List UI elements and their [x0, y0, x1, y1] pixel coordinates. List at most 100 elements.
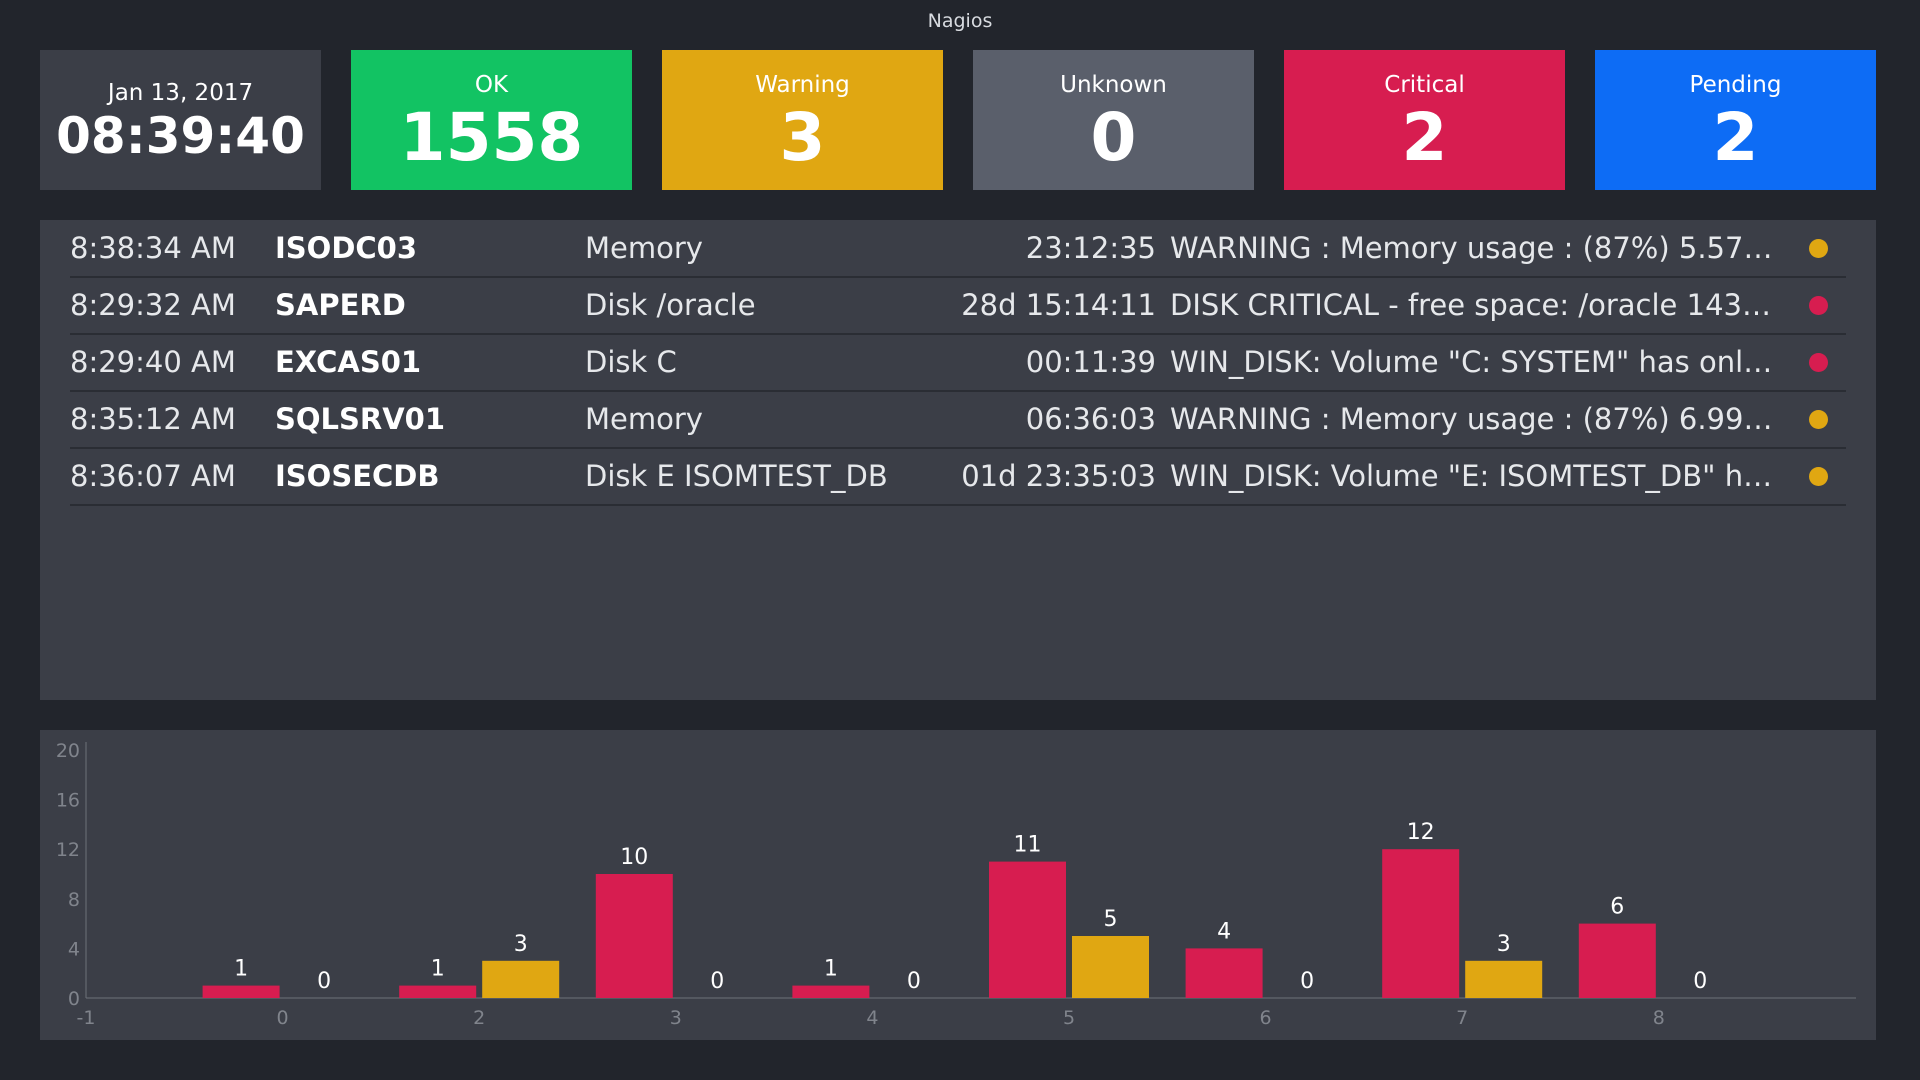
bar — [1578, 923, 1656, 998]
status-tile-count: 3 — [779, 99, 826, 176]
bar-value-label: 12 — [1407, 820, 1435, 845]
status-tile-label: OK — [474, 72, 509, 98]
x-tick-label: 6 — [1260, 1007, 1272, 1029]
alert-host: ISOSECDB — [275, 459, 440, 493]
alert-row[interactable]: 8:35:12 AM SQLSRV01 Memory 06:36:03 WARN… — [70, 391, 1846, 449]
app-title: Nagios — [927, 10, 993, 32]
alert-row[interactable]: 8:29:32 AM SAPERD Disk /oracle 28d 15:14… — [70, 277, 1846, 335]
alert-service: Memory — [585, 402, 703, 436]
x-tick-label: 7 — [1456, 1007, 1468, 1029]
bar-value-label: 6 — [1610, 895, 1624, 920]
status-tile-count: 1558 — [399, 99, 584, 176]
x-tick-label: -1 — [77, 1007, 96, 1029]
bar-value-label: 3 — [1497, 932, 1511, 957]
alert-host: SAPERD — [275, 288, 406, 322]
status-tile-label: Pending — [1689, 72, 1782, 98]
y-tick-label: 20 — [56, 740, 80, 762]
x-tick-label: 0 — [277, 1007, 289, 1029]
status-tile-label: Warning — [755, 72, 850, 98]
clock-time: 08:39:40 — [56, 107, 305, 165]
x-tick-label: 4 — [866, 1007, 878, 1029]
x-tick-label: 5 — [1063, 1007, 1075, 1029]
alert-row[interactable]: 8:29:40 AM EXCAS01 Disk C 00:11:39 WIN_D… — [70, 334, 1846, 392]
bar-value-label: 0 — [907, 969, 921, 994]
alert-host: ISODC03 — [275, 231, 418, 265]
chart-panel: 0 4 8 12 16 20 -1 0 2 3 4 5 6 7 8 1 0 1 3 10 0 1 0 11 5 4 0 12 3 6 0 — [40, 730, 1876, 1040]
status-tile-unknown[interactable]: Unknown 0 — [973, 50, 1254, 190]
bar-value-label: 1 — [824, 957, 838, 982]
alert-time: 8:35:12 AM — [70, 402, 236, 436]
y-tick-label: 8 — [68, 889, 80, 911]
bar-value-label: 1 — [234, 957, 248, 982]
alert-duration: 00:11:39 — [1025, 345, 1156, 379]
y-tick-label: 0 — [68, 988, 80, 1010]
bar-value-label: 3 — [514, 932, 528, 957]
y-tick-label: 12 — [56, 839, 80, 861]
clock-date: Jan 13, 2017 — [107, 80, 254, 106]
y-tick-label: 4 — [68, 938, 80, 960]
bar — [595, 874, 673, 998]
alert-host: SQLSRV01 — [275, 402, 446, 436]
bar-value-label: 10 — [620, 845, 648, 870]
alert-message: WARNING : Memory usage : (87%) 6.99 GB..… — [1170, 402, 1780, 436]
status-tile-count: 0 — [1090, 99, 1137, 176]
y-tick-label: 16 — [56, 790, 80, 812]
clock-tile: Jan 13, 2017 08:39:40 — [40, 50, 321, 190]
bar-value-label: 1 — [431, 957, 445, 982]
bar — [1185, 948, 1263, 998]
bar — [202, 985, 280, 998]
x-tick-label: 3 — [670, 1007, 682, 1029]
status-dot-icon — [1809, 467, 1828, 486]
bar-value-label: 0 — [317, 969, 331, 994]
alert-duration: 28d 15:14:11 — [961, 288, 1156, 322]
bar — [989, 861, 1066, 998]
status-dot-icon — [1809, 239, 1828, 258]
alert-service: Disk /oracle — [585, 288, 756, 322]
bar-value-label: 4 — [1217, 919, 1231, 944]
alert-service: Memory — [585, 231, 703, 265]
bar — [792, 985, 870, 998]
bar-value-label: 0 — [710, 969, 724, 994]
status-tile-pending[interactable]: Pending 2 — [1595, 50, 1876, 190]
status-tile-label: Critical — [1384, 72, 1465, 98]
alert-duration: 06:36:03 — [1025, 402, 1156, 436]
alerts-panel: 8:38:34 AM ISODC03 Memory 23:12:35 WARNI… — [40, 220, 1876, 700]
status-tile-ok[interactable]: OK 1558 — [351, 50, 632, 190]
bar-value-label: 0 — [1693, 969, 1707, 994]
status-tile-critical[interactable]: Critical 2 — [1284, 50, 1565, 190]
alert-time: 8:29:40 AM — [70, 345, 236, 379]
status-dot-icon — [1809, 410, 1828, 429]
alert-duration: 01d 23:35:03 — [961, 459, 1156, 493]
status-tile-label: Unknown — [1060, 72, 1167, 98]
bar-value-label: 5 — [1104, 907, 1118, 932]
bar-value-label: 0 — [1300, 969, 1314, 994]
bar — [1072, 936, 1149, 998]
alert-message: WIN_DISK: Volume "C: SYSTEM" has only 10… — [1170, 345, 1780, 379]
alert-time: 8:29:32 AM — [70, 288, 236, 322]
x-tick-label: 2 — [473, 1007, 485, 1029]
status-tiles: Jan 13, 2017 08:39:40 OK 1558 Warning 3 … — [40, 50, 1876, 190]
alert-row[interactable]: 8:36:07 AM ISOSECDB Disk E ISOMTEST_DB 0… — [70, 448, 1846, 506]
alert-time: 8:36:07 AM — [70, 459, 236, 493]
alert-host: EXCAS01 — [275, 345, 422, 379]
alert-time: 8:38:34 AM — [70, 231, 236, 265]
status-dot-icon — [1809, 296, 1828, 315]
bar-value-label: 11 — [1014, 833, 1042, 858]
alert-message: WIN_DISK: Volume "E: ISOMTEST_DB" has o.… — [1170, 459, 1780, 493]
alert-message: WARNING : Memory usage : (87%) 5.57 GB..… — [1170, 231, 1780, 265]
status-tile-warning[interactable]: Warning 3 — [662, 50, 943, 190]
bar — [482, 960, 560, 998]
alert-duration: 23:12:35 — [1025, 231, 1156, 265]
alert-service: Disk E ISOMTEST_DB — [585, 459, 888, 493]
status-dot-icon — [1809, 353, 1828, 372]
bar — [1465, 960, 1543, 998]
status-tile-count: 2 — [1712, 99, 1759, 176]
bar — [399, 985, 477, 998]
status-tile-count: 2 — [1401, 99, 1448, 176]
x-tick-label: 8 — [1653, 1007, 1665, 1029]
alert-row[interactable]: 8:38:34 AM ISODC03 Memory 23:12:35 WARNI… — [70, 220, 1846, 278]
alert-service: Disk C — [585, 345, 677, 379]
bar — [1382, 849, 1460, 998]
alert-message: DISK CRITICAL - free space: /oracle 1432… — [1170, 288, 1780, 322]
